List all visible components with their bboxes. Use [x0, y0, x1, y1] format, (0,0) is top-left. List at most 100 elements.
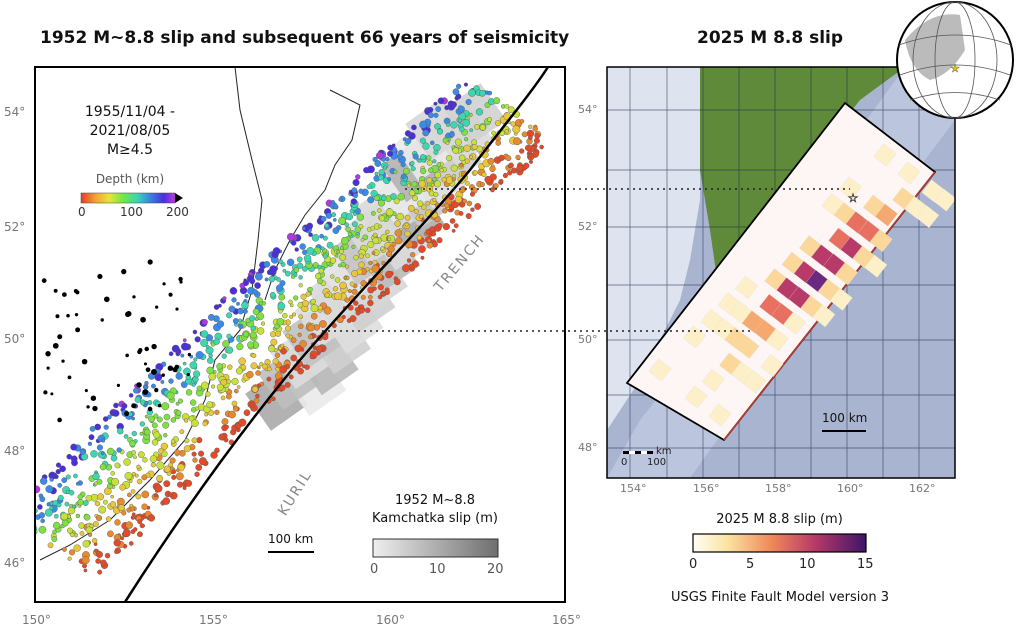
earthquake-point: [191, 451, 197, 457]
earthquake-point: [154, 373, 163, 382]
earthquake-point: [498, 154, 505, 162]
earthquake-point: [454, 95, 460, 101]
earthquake-point: [390, 193, 397, 200]
earthquake-point: [419, 137, 426, 144]
earthquake-point: [101, 438, 106, 443]
earthquake-point: [463, 82, 468, 87]
earthquake-point: [153, 493, 159, 498]
earthquake-point: [310, 313, 318, 320]
earthquake-point: [302, 265, 308, 272]
earthquake-point: [97, 569, 103, 575]
earthquake-point: [46, 502, 51, 507]
earthquake-point: [238, 357, 246, 365]
slip-2025-colorbar: [692, 533, 867, 553]
earthquake-point: [102, 499, 108, 505]
earthquake-point-deep: [57, 417, 62, 423]
earthquake-point: [251, 353, 257, 359]
earthquake-point: [432, 159, 437, 164]
earthquake-point: [263, 261, 271, 268]
earthquake-point: [141, 490, 150, 499]
earthquake-point: [515, 154, 521, 160]
earthquake-point: [445, 140, 450, 145]
earthquake-point: [134, 396, 141, 403]
earthquake-point: [77, 499, 84, 506]
earthquake-point: [319, 320, 327, 328]
earthquake-point: [119, 484, 126, 491]
earthquake-point: [116, 428, 124, 435]
earthquake-point: [160, 442, 168, 450]
earthquake-point: [156, 461, 165, 470]
earthquake-point: [252, 289, 258, 295]
depth-tick: 200: [166, 205, 189, 219]
earthquake-point: [400, 173, 407, 180]
earthquake-point: [275, 330, 282, 337]
earthquake-point: [52, 521, 61, 530]
earthquake-point: [161, 402, 170, 411]
earthquake-point: [163, 433, 168, 438]
earthquake-point: [405, 138, 412, 145]
earthquake-point-deep: [137, 349, 142, 355]
lon-tick: 155°: [199, 613, 228, 627]
earthquake-point: [65, 474, 71, 480]
earthquake-point: [162, 421, 170, 429]
earthquake-point: [206, 357, 214, 364]
earthquake-point-deep: [161, 373, 165, 377]
earthquake-point: [332, 218, 337, 222]
earthquake-point: [235, 367, 243, 375]
earthquake-point: [190, 407, 197, 413]
earthquake-point: [270, 338, 278, 346]
earthquake-point: [454, 195, 463, 204]
earthquake-point: [318, 267, 324, 274]
earthquake-point-deep: [140, 316, 146, 323]
lat-tick: 54°: [578, 103, 598, 116]
earthquake-point: [337, 263, 342, 268]
slip-patch: [812, 304, 836, 328]
earthquake-point: [131, 416, 136, 421]
slip-patch: [835, 262, 858, 286]
earthquake-point: [310, 298, 316, 305]
earthquake-point: [474, 124, 480, 130]
earthquake-point: [437, 97, 445, 105]
earthquake-point: [404, 214, 411, 221]
earthquake-point: [15, 513, 22, 520]
earthquake-point: [519, 119, 525, 124]
earthquake-point: [182, 361, 187, 366]
earthquake-point: [356, 213, 365, 221]
earthquake-point: [386, 250, 393, 258]
earthquake-point: [201, 319, 208, 326]
earthquake-point: [340, 246, 344, 251]
earthquake-point: [182, 338, 187, 343]
earthquake-point-deep: [145, 367, 151, 373]
earthquake-point: [418, 245, 426, 253]
earthquake-point: [38, 512, 45, 519]
earthquake-point: [163, 465, 171, 473]
earthquake-point: [227, 364, 233, 370]
earthquake-point: [213, 304, 220, 310]
earthquake-point: [193, 357, 198, 362]
earthquake-point-deep: [86, 405, 90, 409]
earthquake-point: [148, 415, 156, 423]
earthquake-point-deep: [186, 372, 190, 377]
earthquake-point: [90, 450, 98, 458]
earthquake-point: [92, 521, 99, 527]
earthquake-point: [413, 208, 419, 214]
seismicity-map: [15, 67, 565, 602]
earthquake-point: [109, 501, 117, 508]
earthquake-point-deep: [167, 365, 174, 371]
earthquake-point: [179, 450, 186, 457]
earthquake-point: [297, 367, 304, 375]
earthquake-point: [504, 129, 509, 134]
earthquake-point: [404, 222, 409, 227]
earthquake-point: [252, 308, 260, 315]
earthquake-point: [180, 353, 185, 358]
earthquake-point: [254, 272, 263, 281]
magnitude-filter: M≥4.5: [106, 142, 154, 158]
earthquake-point: [38, 493, 44, 499]
earthquake-point: [465, 213, 472, 220]
earthquake-point: [307, 324, 315, 332]
inset-scale-unit: km: [656, 446, 672, 457]
earthquake-point: [260, 321, 266, 326]
slip-patch: [783, 311, 806, 335]
earthquake-point: [430, 183, 435, 188]
earthquake-point: [261, 363, 268, 370]
